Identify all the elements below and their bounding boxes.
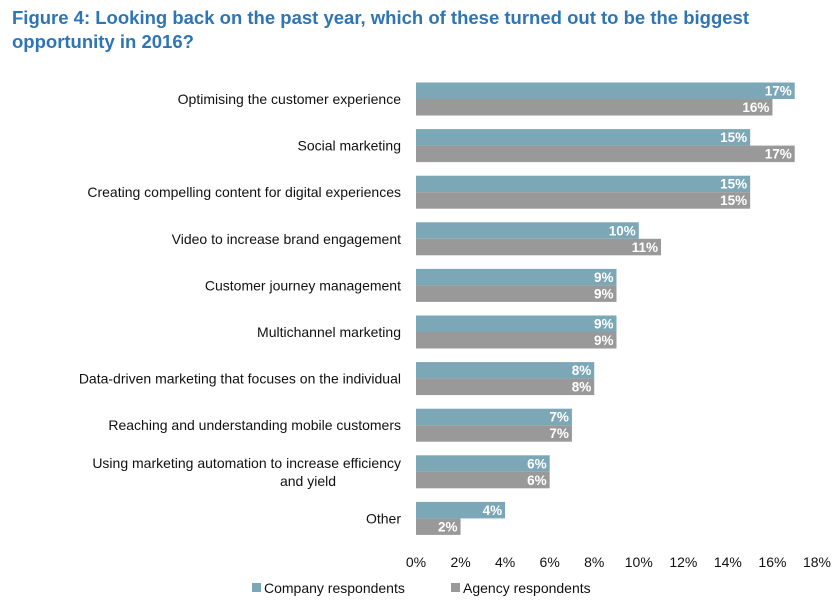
data-label: 9%	[594, 333, 614, 348]
data-label: 17%	[765, 84, 792, 99]
category-label: Creating compelling content for digital …	[87, 184, 401, 200]
bar-company	[416, 362, 595, 379]
bar-agency	[416, 425, 572, 442]
x-tick-label: 2%	[450, 554, 470, 570]
x-tick-label: 10%	[625, 554, 653, 570]
category-label: Social marketing	[298, 138, 402, 154]
data-label: 11%	[632, 240, 658, 255]
bar-company	[416, 501, 506, 519]
data-label: 8%	[572, 380, 592, 395]
data-label: 15%	[720, 193, 747, 208]
data-label: 10%	[609, 223, 636, 238]
x-tick-label: 4%	[495, 554, 515, 570]
bar-agency	[416, 99, 773, 116]
bar-agency	[416, 332, 617, 349]
legend: Company respondents Agency respondents	[252, 580, 591, 596]
data-label: 8%	[572, 363, 592, 378]
category-label: Reaching and understanding mobile custom…	[108, 417, 401, 433]
data-label: 6%	[527, 473, 547, 488]
chart-title: Figure 4: Looking back on the past year,…	[12, 7, 749, 52]
x-tick-label: 16%	[758, 554, 786, 570]
data-labels: 17%16%15%17%15%15%10%11%9%9%9%9%8%8%7%7%…	[438, 84, 792, 535]
x-tick-label: 0%	[406, 554, 426, 570]
legend-swatch-company	[252, 583, 261, 592]
category-label: Optimising the customer experience	[178, 91, 402, 107]
legend-label-agency: Agency respondents	[463, 580, 591, 596]
bar-agency	[416, 238, 662, 256]
bar-agency	[416, 145, 795, 163]
x-tick-label: 12%	[669, 554, 697, 570]
x-tick-label: 14%	[714, 554, 742, 570]
category-label: Other	[366, 510, 401, 526]
data-label: 7%	[549, 426, 569, 441]
data-label: 9%	[594, 317, 614, 332]
data-label: 16%	[742, 100, 769, 115]
bar-agency	[416, 518, 461, 535]
bar-company	[416, 455, 550, 472]
bar-company	[416, 82, 795, 99]
bar-agency	[416, 192, 751, 209]
bar-company	[416, 129, 751, 146]
legend-label-company: Company respondents	[264, 580, 405, 596]
data-label: 9%	[594, 286, 614, 301]
data-label: 6%	[527, 456, 547, 471]
data-label: 15%	[720, 130, 747, 145]
bar-company	[416, 315, 617, 332]
data-label: 2%	[438, 519, 458, 534]
bar-company	[416, 408, 572, 426]
category-label: Video to increase brand engagement	[172, 231, 401, 247]
legend-swatch-agency	[451, 583, 460, 592]
bar-company	[416, 222, 639, 239]
bar-company	[416, 175, 751, 193]
x-tick-label: 6%	[540, 554, 560, 570]
data-label: 15%	[720, 177, 747, 192]
data-label: 9%	[594, 270, 614, 285]
x-tick-label: 18%	[803, 554, 831, 570]
bars	[416, 82, 795, 535]
category-labels: Optimising the customer experience Social…	[79, 91, 402, 526]
x-tick-label: 8%	[584, 554, 604, 570]
bar-agency	[416, 378, 595, 396]
bar-agency	[416, 471, 550, 489]
bar-company	[416, 268, 617, 286]
data-label: 4%	[483, 503, 503, 518]
category-label: Multichannel marketing	[257, 324, 401, 340]
category-label: Using marketing automation to increase e…	[92, 455, 401, 489]
data-label: 7%	[549, 410, 569, 425]
x-axis-tick-labels: 0% 2% 4% 6% 8% 10% 12% 14% 16% 18%	[406, 554, 831, 570]
category-label: Data-driven marketing that focuses on th…	[79, 371, 401, 387]
category-label: Customer journey management	[205, 277, 401, 293]
bar-agency	[416, 285, 617, 302]
data-label: 17%	[765, 147, 792, 162]
